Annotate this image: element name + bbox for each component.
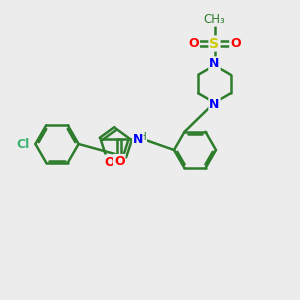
Text: H: H bbox=[139, 132, 146, 142]
Text: N: N bbox=[209, 98, 220, 111]
Text: N: N bbox=[133, 133, 143, 146]
Text: S: S bbox=[209, 37, 220, 50]
Text: O: O bbox=[230, 37, 241, 50]
Text: N: N bbox=[209, 57, 220, 70]
Text: O: O bbox=[104, 155, 115, 169]
Text: O: O bbox=[188, 37, 199, 50]
Text: O: O bbox=[114, 155, 124, 168]
Text: CH₃: CH₃ bbox=[204, 13, 225, 26]
Text: Cl: Cl bbox=[17, 137, 30, 151]
